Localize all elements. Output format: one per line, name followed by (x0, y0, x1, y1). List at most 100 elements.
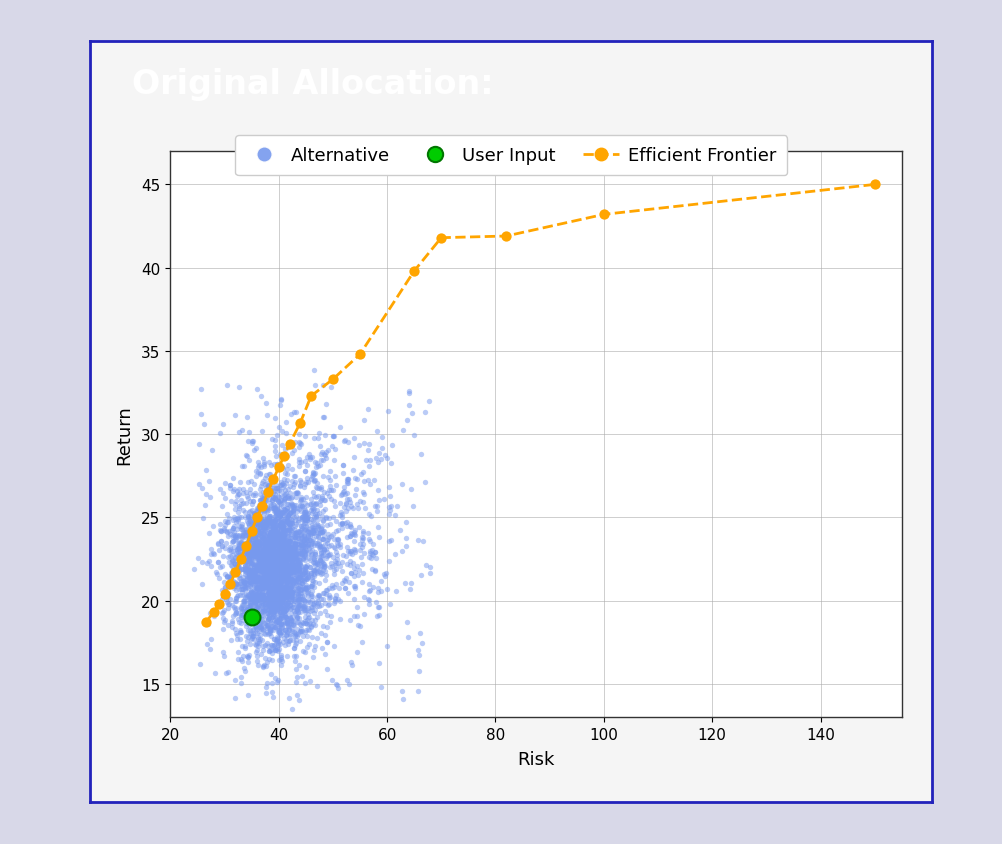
Point (225, 530, 241, 544)
Point (247, 603, 264, 617)
Point (271, 549, 287, 562)
Point (256, 579, 272, 592)
Point (259, 565, 275, 579)
Point (355, 496, 371, 510)
Point (271, 531, 287, 544)
Point (265, 588, 281, 602)
Point (280, 562, 296, 576)
Point (296, 592, 312, 606)
Point (413, 448, 429, 462)
Point (256, 561, 272, 575)
Point (256, 571, 272, 585)
Point (254, 588, 270, 602)
Point (250, 576, 267, 590)
Point (287, 469, 303, 483)
Point (237, 485, 254, 499)
Point (279, 565, 295, 578)
Point (259, 476, 275, 490)
Point (267, 533, 283, 547)
Point (309, 490, 325, 504)
Point (282, 576, 298, 589)
Point (268, 522, 284, 536)
Point (291, 516, 307, 529)
Point (319, 636, 335, 649)
Point (265, 497, 281, 511)
Point (262, 523, 278, 537)
Point (238, 589, 255, 603)
Point (262, 605, 278, 619)
Point (259, 573, 275, 587)
Point (339, 571, 355, 585)
Point (271, 590, 287, 603)
Point (290, 487, 306, 500)
Point (232, 563, 248, 576)
Point (260, 597, 276, 610)
Point (261, 549, 277, 562)
Point (217, 519, 233, 533)
Point (306, 473, 322, 487)
Point (254, 557, 270, 571)
Point (347, 525, 363, 538)
Point (278, 561, 294, 575)
Point (334, 489, 350, 502)
Point (260, 572, 276, 586)
Point (307, 431, 323, 445)
Point (304, 579, 320, 592)
Point (273, 569, 289, 582)
Point (258, 568, 274, 582)
Point (273, 541, 289, 555)
Point (246, 524, 263, 538)
Point (240, 528, 257, 542)
Point (374, 575, 390, 588)
Point (266, 605, 282, 619)
Point (259, 536, 275, 549)
Point (410, 533, 426, 547)
Point (287, 553, 303, 566)
Point (263, 538, 279, 551)
Point (231, 565, 247, 578)
Point (285, 590, 301, 603)
Point (254, 620, 270, 634)
Point (237, 580, 254, 593)
Point (254, 576, 270, 590)
Point (300, 559, 316, 572)
Point (265, 515, 281, 528)
Point (340, 557, 356, 571)
Point (370, 600, 386, 614)
Point (334, 517, 350, 530)
Point (227, 577, 243, 591)
Point (247, 533, 264, 546)
Point (282, 587, 298, 600)
Point (253, 466, 269, 479)
Point (255, 535, 271, 549)
Point (271, 565, 287, 578)
Point (278, 581, 294, 594)
Point (259, 554, 275, 567)
Point (258, 526, 274, 539)
Point (297, 539, 313, 553)
Point (208, 568, 224, 582)
Point (265, 610, 281, 624)
Point (318, 446, 334, 459)
Point (219, 570, 235, 583)
Point (240, 651, 257, 664)
Point (271, 554, 287, 567)
Point (246, 530, 263, 544)
Point (244, 571, 261, 584)
Point (274, 592, 290, 605)
Point (278, 442, 294, 456)
Point (276, 570, 292, 583)
Point (270, 534, 286, 548)
Point (398, 539, 414, 553)
Point (322, 549, 338, 562)
Point (398, 576, 414, 590)
Point (265, 544, 281, 557)
Point (315, 533, 331, 546)
Point (259, 541, 275, 555)
Point (225, 580, 241, 593)
Point (332, 517, 348, 531)
Point (286, 641, 302, 655)
Point (272, 574, 288, 587)
Point (274, 601, 290, 614)
Point (277, 604, 293, 618)
